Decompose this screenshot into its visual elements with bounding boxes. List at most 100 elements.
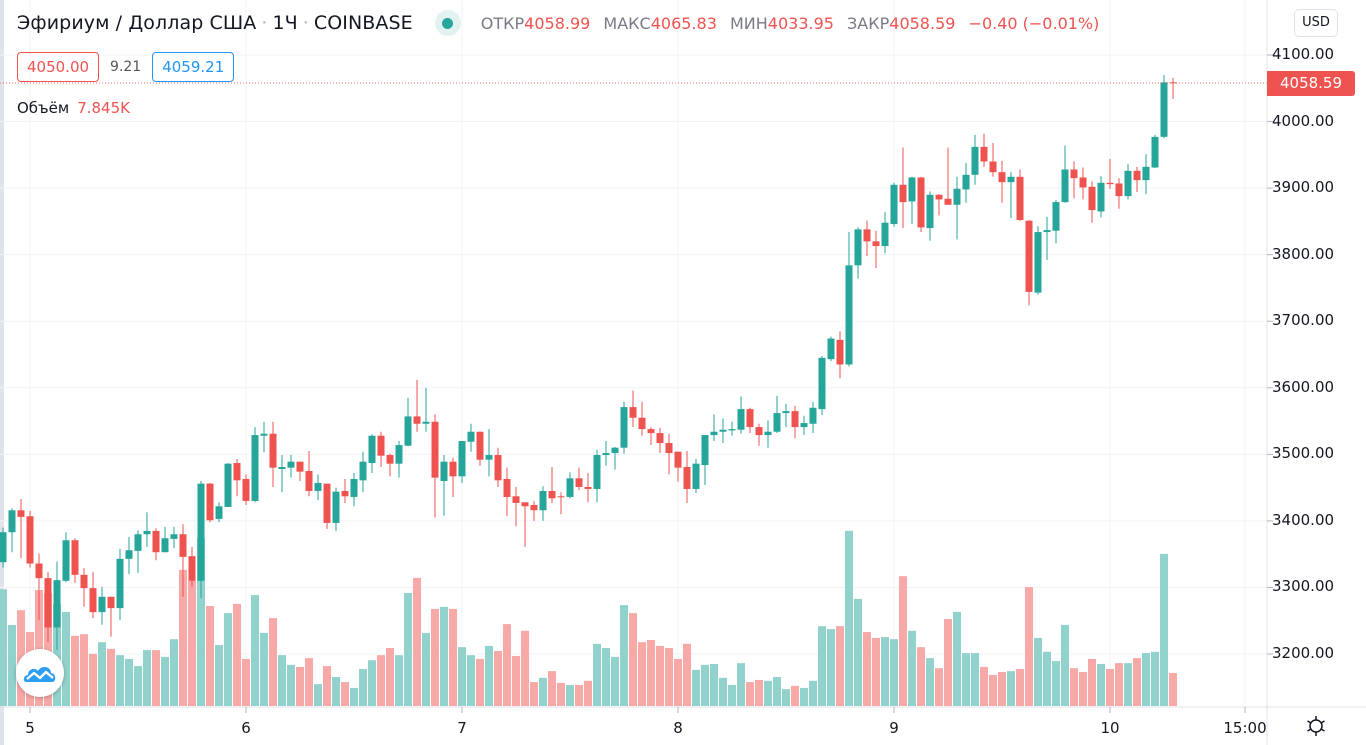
- candle-up: [440, 461, 448, 481]
- candle-up: [782, 411, 790, 414]
- candles: [0, 74, 1177, 651]
- price-tick-label: 3700.00: [1272, 311, 1335, 330]
- volume-bar: [0, 589, 7, 706]
- interval[interactable]: 1Ч: [272, 12, 298, 34]
- price-tick-label: 3200.00: [1272, 644, 1335, 663]
- symbol-legend: Эфириум / Доллар США · 1Ч · COINBASE ОТК…: [17, 10, 1107, 36]
- candle-up: [404, 416, 412, 446]
- volume-bar: [62, 611, 70, 706]
- volume-bar: [251, 595, 259, 706]
- volume-bar: [1016, 669, 1024, 706]
- volume-bar: [728, 684, 736, 706]
- candle-down: [44, 578, 52, 628]
- candle-down: [638, 417, 646, 430]
- volume-bar: [1052, 661, 1060, 706]
- candle-up: [467, 431, 475, 442]
- candle-down: [494, 455, 502, 481]
- candle-up: [98, 596, 106, 613]
- volume-bar: [917, 647, 925, 706]
- candle-up: [161, 538, 169, 553]
- candle-up: [593, 455, 601, 489]
- candle-up: [125, 550, 133, 559]
- candle-down: [305, 471, 313, 491]
- candle-up: [962, 174, 970, 190]
- volume-bar: [971, 653, 979, 706]
- price-tick-label: 3400.00: [1272, 510, 1335, 529]
- volume-bar: [197, 537, 205, 706]
- candle-up: [692, 463, 700, 489]
- candle-up: [908, 177, 916, 202]
- buy-button[interactable]: 4059.21: [152, 52, 235, 82]
- candle-down: [35, 563, 43, 579]
- candle-up: [485, 455, 493, 460]
- candle-up: [764, 431, 772, 436]
- candle-down: [1106, 182, 1114, 185]
- volume-bar: [908, 630, 916, 706]
- price-tick-label: 3800.00: [1272, 244, 1335, 263]
- symbol-title[interactable]: Эфириум / Доллар США: [17, 12, 257, 34]
- candle-down: [647, 429, 655, 434]
- volume-bar: [593, 643, 601, 706]
- candle-down: [296, 461, 304, 472]
- candle-down: [206, 483, 214, 521]
- volume-bar: [548, 671, 556, 706]
- candle-up: [566, 478, 574, 497]
- candle-down: [341, 490, 349, 497]
- volume-bar: [773, 677, 781, 706]
- tradingview-logo[interactable]: [16, 649, 64, 697]
- market-status-icon[interactable]: [434, 10, 461, 36]
- candle-up: [1142, 166, 1150, 181]
- volume-bar: [647, 640, 655, 706]
- volume-bar: [953, 611, 961, 706]
- last-price-label: 4058.59: [1267, 71, 1355, 96]
- gear-icon[interactable]: [1304, 714, 1328, 738]
- candle-down: [1088, 186, 1096, 211]
- candle-up: [197, 483, 205, 581]
- candle-up: [926, 194, 934, 229]
- volume-bar: [134, 666, 142, 706]
- volume-bar: [449, 608, 457, 706]
- candle-down: [665, 443, 673, 454]
- high-value: 4065.83: [650, 13, 717, 33]
- candle-up: [710, 431, 718, 436]
- candle-down: [503, 478, 511, 497]
- volume-bar: [539, 677, 547, 706]
- volume-bar: [1007, 671, 1015, 706]
- volume-bar: [980, 666, 988, 706]
- cloud-logo-icon: [23, 667, 56, 682]
- candle-down: [980, 146, 988, 162]
- volume-bar: [296, 666, 304, 706]
- volume-bar: [278, 655, 286, 706]
- candle-up: [359, 461, 367, 481]
- time-tick-label: 8: [673, 719, 683, 737]
- candle-up: [1034, 232, 1042, 293]
- price-tick-label: 4000.00: [1272, 111, 1335, 130]
- volume-bar: [755, 679, 763, 706]
- volume-bar: [350, 687, 358, 706]
- candle-down: [935, 194, 943, 200]
- volume-bar: [665, 648, 673, 706]
- sell-button[interactable]: 4050.00: [17, 52, 100, 82]
- volume-bar: [863, 632, 871, 706]
- volume-bar: [71, 635, 79, 706]
- candle-up: [701, 435, 709, 466]
- volume-bar: [287, 664, 295, 706]
- candle-up: [1124, 170, 1132, 197]
- volume-bar: [521, 630, 529, 706]
- candle-down: [152, 530, 160, 553]
- candle-up: [890, 184, 898, 225]
- candle-up: [260, 433, 268, 436]
- volume-bar: [341, 682, 349, 706]
- candle-down: [755, 427, 763, 436]
- candle-down: [656, 433, 664, 444]
- candle-up: [971, 146, 979, 175]
- candle-down: [944, 198, 952, 205]
- volume-bar: [485, 645, 493, 706]
- candle-down: [449, 461, 457, 477]
- volume-bar: [1106, 669, 1114, 706]
- currency-button[interactable]: USD: [1294, 9, 1338, 37]
- candle-down: [557, 496, 565, 498]
- candle-down: [431, 421, 439, 478]
- volume-bar: [1169, 673, 1177, 706]
